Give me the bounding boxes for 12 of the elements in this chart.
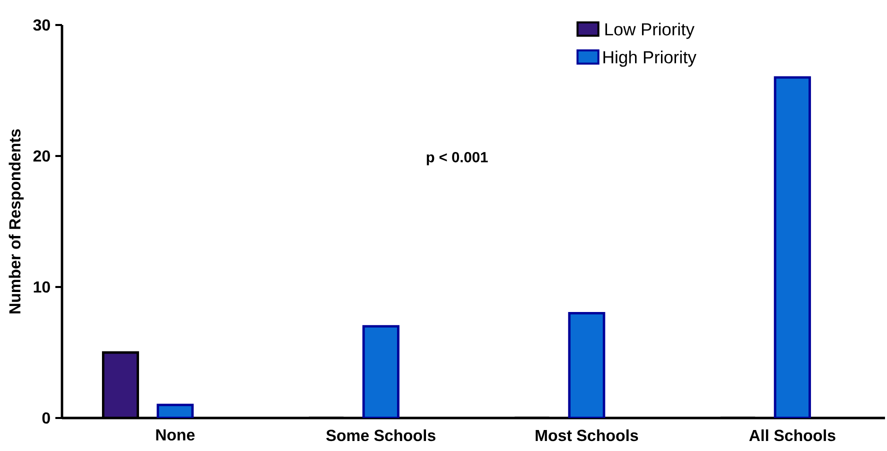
y-tick-label: 10: [34, 281, 50, 293]
y-tick-label: 20: [33, 150, 50, 162]
x-tick-label: Some Schools: [326, 429, 436, 442]
legend-label: Low Priority: [605, 22, 694, 39]
y-tick-label: 30: [33, 19, 50, 31]
y-axis-title: Number of Respondents: [8, 129, 24, 314]
x-tick-label: All Schools: [749, 429, 836, 442]
annotation: p < 0.001: [426, 152, 488, 166]
x-tick-label: None: [156, 429, 195, 441]
x-tick-label: Most Schools: [536, 429, 638, 442]
y-tick-label: 0: [42, 412, 50, 424]
legend-label: High Priority: [603, 50, 696, 67]
